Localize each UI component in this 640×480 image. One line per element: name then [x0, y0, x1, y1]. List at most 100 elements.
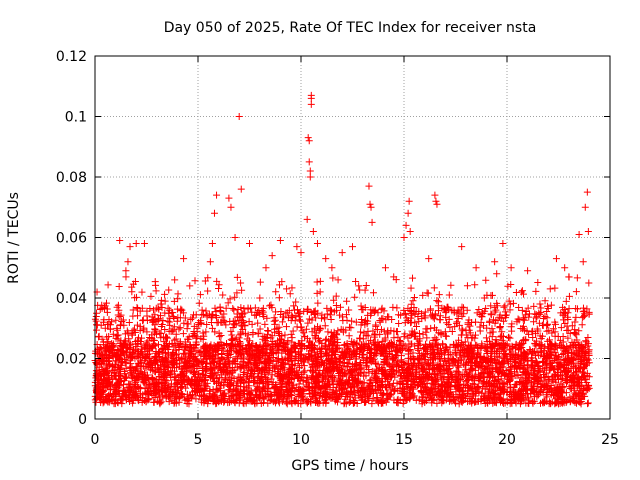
- data-point: [298, 327, 306, 335]
- data-point: [452, 319, 460, 327]
- data-point: [314, 299, 322, 307]
- data-point: [135, 384, 143, 392]
- data-point: [421, 308, 429, 316]
- data-point: [530, 397, 538, 405]
- data-point: [433, 297, 441, 305]
- data-point: [504, 282, 512, 290]
- data-point: [401, 309, 409, 317]
- data-point: [395, 319, 403, 327]
- data-point: [337, 303, 345, 311]
- data-point: [254, 319, 262, 327]
- data-point: [397, 311, 405, 319]
- data-point: [150, 398, 158, 406]
- data-point: [499, 379, 507, 387]
- data-point: [301, 355, 309, 363]
- data-point: [261, 320, 269, 328]
- data-point: [161, 290, 169, 298]
- data-point: [136, 357, 144, 365]
- data-point: [148, 343, 156, 351]
- data-point: [220, 310, 228, 318]
- data-point: [558, 341, 566, 349]
- data-point: [466, 322, 474, 330]
- data-point: [401, 330, 409, 338]
- data-point: [357, 302, 365, 310]
- data-point: [543, 327, 551, 335]
- data-point: [133, 293, 141, 301]
- data-point: [407, 318, 415, 326]
- data-point: [93, 326, 101, 334]
- data-point: [313, 289, 321, 297]
- data-point: [422, 371, 430, 379]
- data-point: [416, 349, 424, 357]
- data-point: [148, 335, 156, 343]
- data-point: [409, 349, 417, 357]
- data-point: [275, 323, 283, 331]
- data-point: [109, 330, 117, 338]
- data-point: [474, 350, 482, 358]
- data-point: [176, 324, 184, 332]
- data-point: [367, 376, 375, 384]
- data-point: [436, 316, 444, 324]
- data-point: [423, 334, 431, 342]
- data-point: [268, 332, 276, 340]
- data-point: [364, 327, 372, 335]
- data-point: [140, 324, 148, 332]
- data-point: [419, 291, 427, 299]
- data-point: [149, 317, 157, 325]
- data-point: [371, 340, 379, 348]
- data-point: [237, 330, 245, 338]
- data-point: [112, 357, 120, 365]
- data-point: [140, 362, 148, 370]
- data-point: [507, 323, 515, 331]
- data-point: [345, 323, 353, 331]
- data-point: [289, 327, 297, 335]
- data-point: [316, 288, 324, 296]
- data-point: [119, 316, 127, 324]
- data-point: [501, 371, 509, 379]
- data-point: [334, 327, 342, 335]
- data-point: [199, 335, 207, 343]
- data-point: [189, 314, 197, 322]
- data-point: [129, 312, 137, 320]
- data-point: [224, 299, 232, 307]
- data-point: [458, 312, 466, 320]
- data-point: [330, 296, 338, 304]
- data-point: [322, 343, 330, 351]
- data-point: [113, 332, 121, 340]
- data-point: [276, 378, 284, 386]
- data-point: [395, 336, 403, 344]
- data-point: [482, 334, 490, 342]
- data-point: [553, 383, 561, 391]
- data-point: [327, 307, 335, 315]
- data-point: [445, 365, 453, 373]
- data-point: [467, 364, 475, 372]
- data-point: [447, 281, 455, 289]
- data-point: [530, 302, 538, 310]
- data-point: [277, 335, 285, 343]
- data-point: [174, 290, 182, 298]
- data-point: [544, 320, 552, 328]
- data-point: [513, 318, 521, 326]
- data-point: [514, 315, 522, 323]
- data-point: [368, 400, 376, 408]
- data-point: [503, 396, 511, 404]
- data-point: [352, 277, 360, 285]
- data-point: [512, 289, 520, 297]
- data-point: [476, 345, 484, 353]
- data-point: [506, 306, 514, 314]
- data-point: [152, 281, 160, 289]
- data-point: [442, 332, 450, 340]
- data-point: [182, 353, 190, 361]
- data-point: [348, 317, 356, 325]
- data-point: [342, 311, 350, 319]
- data-point: [440, 305, 448, 313]
- data-point: [445, 397, 453, 405]
- data-point: [314, 361, 322, 369]
- data-point: [138, 288, 146, 296]
- data-point: [327, 315, 335, 323]
- data-point: [180, 350, 188, 358]
- data-point: [128, 330, 136, 338]
- data-point: [488, 325, 496, 333]
- data-point: [212, 308, 220, 316]
- data-point: [551, 284, 559, 292]
